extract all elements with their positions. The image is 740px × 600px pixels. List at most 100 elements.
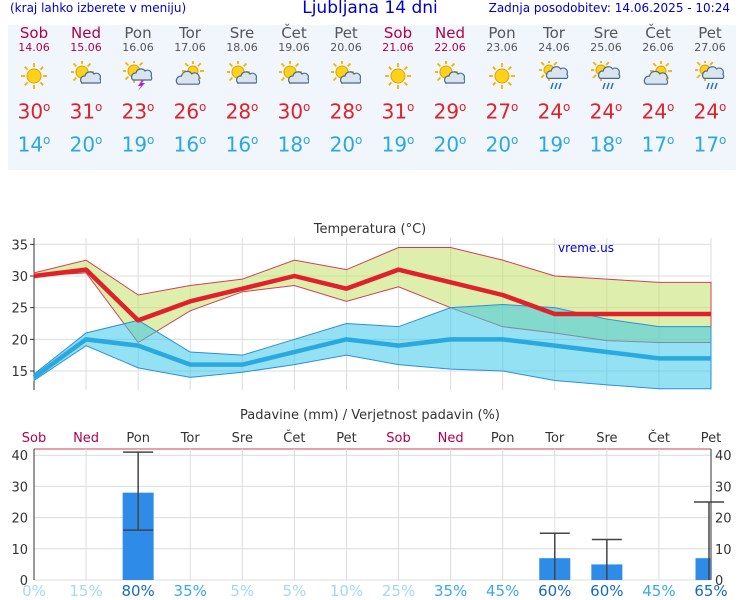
sun-icon <box>385 63 411 89</box>
day-column: Pon 23.06 27o 20o <box>476 25 528 157</box>
temperature-chart: Temperatura (°C) 15 20 25 30 35 vreme.us <box>11 222 712 390</box>
y-tick-label-right: 20 <box>715 512 732 527</box>
day-date: 27.06 <box>694 41 726 54</box>
min-temp: 19o <box>537 132 571 157</box>
day-label: Čet <box>648 430 670 446</box>
day-column: Sob 21.06 31o 19o <box>372 24 424 157</box>
forecast-strip: Sob 14.06 30o 14o Ned 15.06 31o 20o Pon 16.06 23o 1… <box>8 25 736 170</box>
day-label: Pon <box>491 431 515 446</box>
day-date: 21.06 <box>382 41 414 54</box>
min-temp: 18o <box>277 132 311 157</box>
day-name: Sre <box>593 24 619 42</box>
min-temp: 20o <box>329 132 363 157</box>
precip-probability: 60% <box>590 582 623 600</box>
day-date: 20.06 <box>330 41 362 54</box>
min-temp: 20o <box>69 132 103 157</box>
day-label: Sre <box>232 431 253 446</box>
y-tick-label-left: 40 <box>11 449 28 464</box>
day-name: Tor <box>543 24 565 42</box>
day-name: Sre <box>229 24 255 42</box>
day-date: 17.06 <box>174 41 206 54</box>
day-date: 23.06 <box>486 41 518 54</box>
precip-probability: 5% <box>282 582 306 600</box>
y-tick-label-left: 30 <box>11 480 28 495</box>
max-temp: 31o <box>69 99 103 124</box>
day-name: Ned <box>435 24 465 42</box>
day-label: Čet <box>283 430 305 446</box>
precip-probability: 5% <box>230 582 254 600</box>
min-temp: 20o <box>433 132 467 157</box>
y-tick-label-right: 0 <box>715 574 723 589</box>
header: (kraj lahko izberete v meniju) Ljubljana… <box>0 0 740 20</box>
min-temp: 16o <box>173 132 207 157</box>
precip-probability: 15% <box>69 582 102 600</box>
day-name: Tor <box>179 24 201 42</box>
max-temp: 23o <box>121 99 155 124</box>
min-temp: 19o <box>381 132 415 157</box>
precip-probability: 45% <box>486 582 519 600</box>
day-column: Pet 20.06 28o 20o <box>320 25 372 157</box>
min-temp-line <box>32 337 711 380</box>
y-tick-label: 25 <box>11 302 28 317</box>
day-column: Ned 22.06 29o 20o <box>424 24 476 157</box>
sun-cloud-rain-icon <box>539 61 569 90</box>
day-column: Čet 26.06 24o 17o <box>632 24 684 157</box>
precip-probability: 0% <box>22 582 46 600</box>
y-tick-label: 35 <box>11 238 28 253</box>
max-temp: 30o <box>277 99 311 124</box>
max-temp: 30o <box>17 99 51 124</box>
precipitation-chart-title: Padavine (mm) / Verjetnost padavin (%) <box>240 408 500 423</box>
y-tick-label-right: 40 <box>715 449 732 464</box>
day-name: Čet <box>281 24 307 42</box>
sun-cloud-icon <box>435 61 465 84</box>
sun-icon <box>21 63 47 89</box>
day-date: 22.06 <box>434 41 466 54</box>
day-name: Pon <box>124 24 152 42</box>
day-label: Pet <box>336 431 356 446</box>
day-date: 18.06 <box>226 41 258 54</box>
day-name: Sob <box>19 24 49 42</box>
day-label: Sre <box>596 431 617 446</box>
day-column: Pet 27.06 24o 17o <box>684 25 736 157</box>
precip-probability: 80% <box>121 582 154 600</box>
y-tick-label-left: 0 <box>20 574 28 589</box>
sun-cloud-rain-icon <box>695 61 725 90</box>
sun-cloud-storm-icon <box>123 61 153 91</box>
y-tick-label: 20 <box>11 333 28 348</box>
day-column: Tor 24.06 24o 19o <box>528 24 580 157</box>
sun-icon <box>489 63 515 89</box>
y-tick-label: 15 <box>11 365 28 380</box>
page-title: Ljubljana 14 dni <box>302 0 438 18</box>
y-tick-label: 30 <box>11 270 28 285</box>
max-temp: 24o <box>537 99 571 124</box>
max-temp: 28o <box>329 99 363 124</box>
precip-probability: 60% <box>538 582 571 600</box>
min-temp: 17o <box>641 132 675 157</box>
max-temp: 29o <box>433 99 467 124</box>
day-name: Ned <box>71 24 101 42</box>
day-label: Pet <box>701 431 721 446</box>
day-date: 16.06 <box>122 41 154 54</box>
min-temp: 14o <box>17 132 51 157</box>
day-label: Sob <box>22 431 46 446</box>
y-tick-label-right: 10 <box>715 543 732 558</box>
day-date: 26.06 <box>642 41 674 54</box>
min-temp: 16o <box>225 132 259 157</box>
day-date: 24.06 <box>538 41 570 54</box>
cloud-sun-icon <box>643 61 672 85</box>
day-date: 14.06 <box>18 41 50 54</box>
precip-probability: 25% <box>382 582 415 600</box>
day-column: Sre 25.06 24o 18o <box>580 24 632 157</box>
day-name: Čet <box>645 24 671 42</box>
day-column: Pon 16.06 23o 19o <box>112 24 164 157</box>
day-label: Tor <box>180 431 201 446</box>
day-date: 19.06 <box>278 41 310 54</box>
region-menu-hint[interactable]: (kraj lahko izberete v meniju) <box>10 1 187 15</box>
max-temp: 26o <box>173 99 207 124</box>
day-label: Pon <box>126 431 150 446</box>
sun-cloud-rain-icon <box>591 61 621 90</box>
min-temp: 18o <box>589 132 623 157</box>
day-date: 15.06 <box>70 41 102 54</box>
day-name: Sob <box>383 24 413 42</box>
y-tick-label-left: 20 <box>11 512 28 527</box>
